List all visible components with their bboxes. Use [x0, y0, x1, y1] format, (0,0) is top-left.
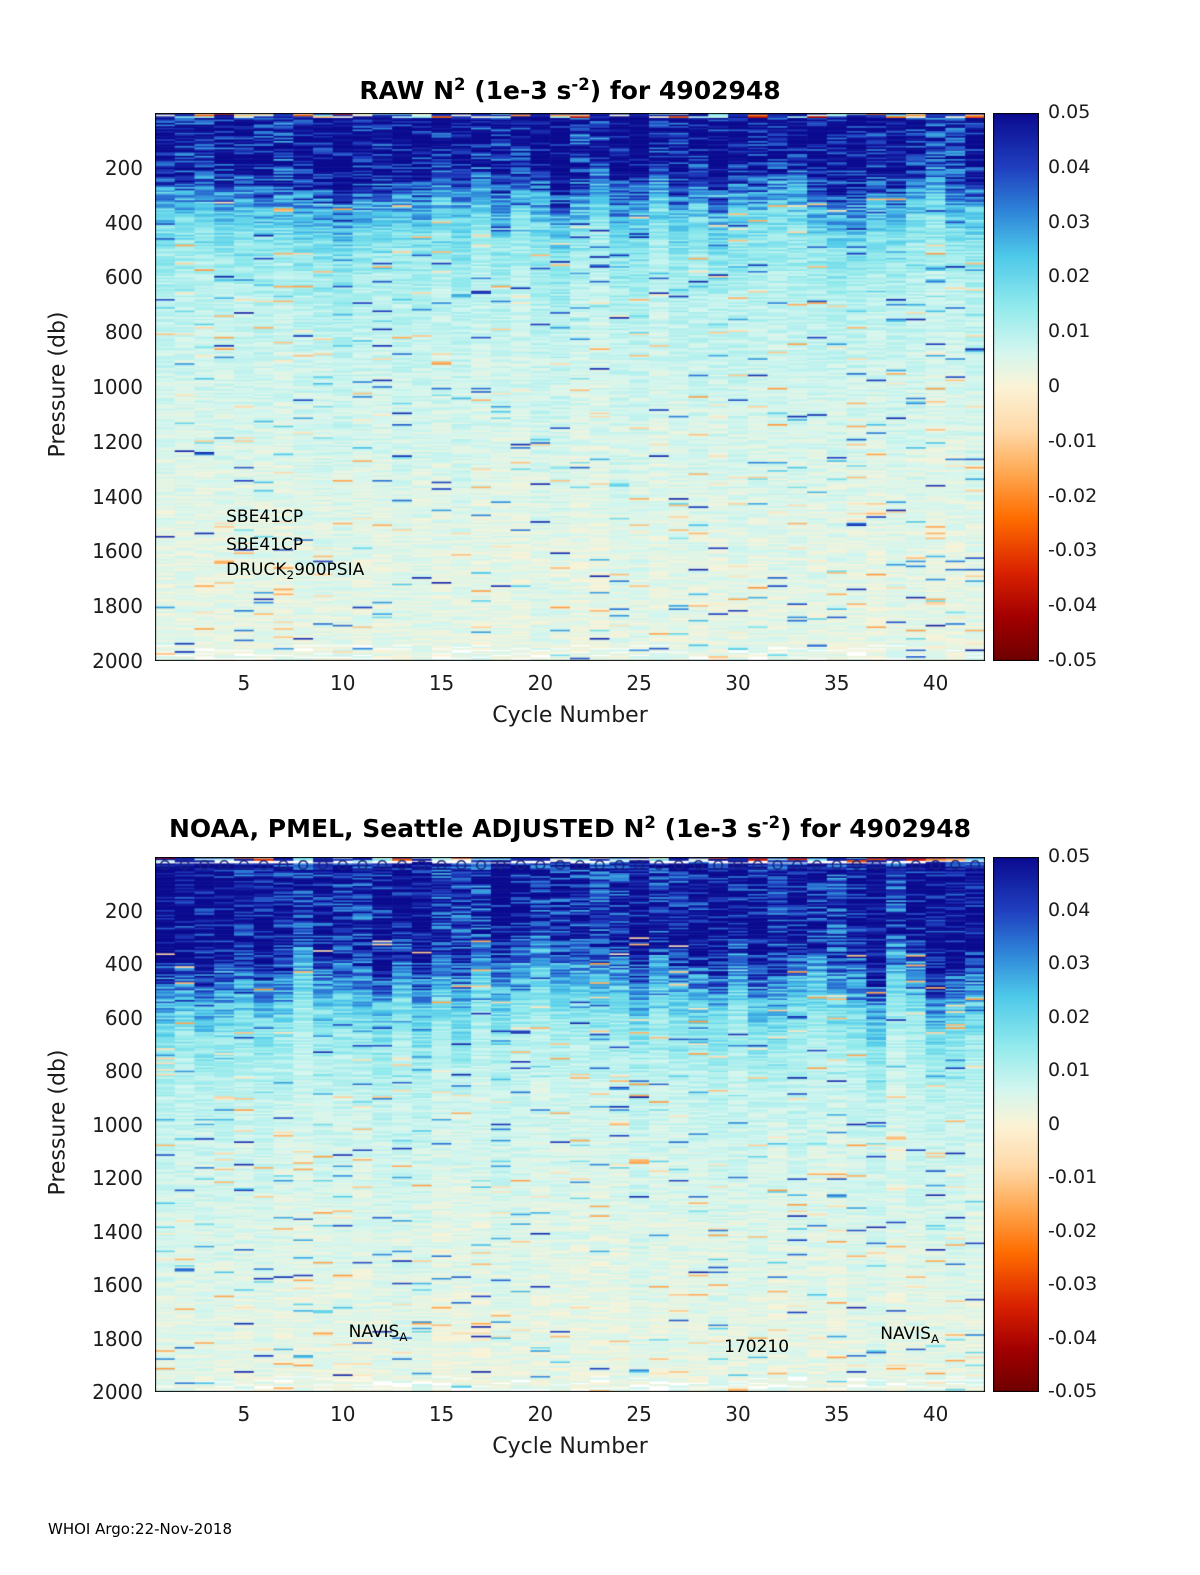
colorbar-tick-label: -0.04	[1048, 594, 1098, 617]
subscript-segment: A	[930, 1331, 940, 1346]
colorbar-canvas	[993, 857, 1039, 1392]
y-tick-label: 1400	[92, 484, 143, 509]
text-segment: SBE41CP	[226, 506, 304, 527]
y-tick-label: 1600	[92, 1273, 143, 1297]
colorbar-canvas	[993, 113, 1039, 661]
colorbar-tick-label: 0.02	[1048, 265, 1091, 288]
y-tick-label: 1600	[92, 539, 143, 564]
x-tick-label: 40	[922, 671, 949, 695]
colorbar-tick-label: 0.04	[1048, 898, 1091, 921]
y-tick-label: 2000	[92, 1380, 143, 1404]
text-segment: (1e-3 s	[655, 814, 762, 843]
x-tick-label: 15	[428, 1402, 455, 1426]
colorbar-tick-label: -0.04	[1048, 1326, 1098, 1349]
heatmap-canvas	[155, 113, 985, 661]
y-tick-label: 400	[104, 210, 143, 235]
superscript-segment: 2	[644, 812, 656, 832]
superscript-segment: -2	[571, 74, 590, 94]
y-tick-label: 600	[104, 265, 143, 290]
chart-annotation: SBE41CP	[226, 535, 303, 555]
y-axis-label: Pressure (db)	[45, 1048, 71, 1196]
y-tick-label: 1000	[92, 375, 143, 399]
y-tick-label: 800	[104, 1059, 143, 1083]
x-axis-label: Cycle Number	[492, 703, 648, 728]
y-tick-label: 1200	[92, 429, 143, 454]
text-segment: NOAA, PMEL, Seattle ADJUSTED N	[168, 814, 645, 843]
y-tick-label: 1800	[92, 1326, 143, 1351]
y-tick-label: 1800	[92, 594, 143, 619]
chart-annotation: NAVISA	[348, 1321, 408, 1344]
colorbar-tick-label: -0.03	[1048, 1273, 1098, 1295]
chart-annotation: NAVISA	[880, 1323, 940, 1346]
text-segment: DRUCK	[226, 560, 287, 581]
colorbar-tick-label: -0.01	[1048, 1166, 1098, 1188]
colorbar-tick-label: -0.02	[1048, 1219, 1098, 1242]
x-tick-label: 10	[330, 671, 356, 695]
y-tick-label: 200	[104, 155, 143, 180]
x-tick-label: 5	[237, 671, 251, 695]
text-segment: 170210	[724, 1337, 790, 1358]
text-segment: NAVIS	[880, 1323, 931, 1344]
x-axis-label: Cycle Number	[492, 1434, 648, 1459]
superscript-segment: -2	[761, 812, 781, 832]
text-segment: SBE41CP	[226, 535, 304, 556]
colorbar-tick-label: 0.02	[1048, 1005, 1091, 1028]
text-segment: 900PSIA	[294, 560, 365, 581]
colorbar-tick-label: 0	[1048, 1112, 1061, 1135]
heatmap-canvas	[155, 857, 985, 1392]
x-tick-label: 25	[626, 671, 652, 695]
colorbar-tick-label: -0.03	[1048, 539, 1098, 562]
subscript-segment: A	[399, 1329, 408, 1344]
text-segment: (1e-3 s	[465, 76, 572, 105]
text-segment: NAVIS	[348, 1321, 400, 1342]
colorbar-tick-label: -0.05	[1048, 1380, 1098, 1402]
x-tick-label: 20	[527, 1402, 554, 1426]
chart-annotation: 170210	[724, 1337, 789, 1357]
x-tick-label: 20	[527, 671, 554, 695]
y-tick-label: 2000	[92, 649, 143, 673]
y-tick-label: 800	[104, 320, 143, 345]
x-tick-label: 30	[725, 671, 751, 695]
text-segment: RAW N	[359, 76, 455, 105]
colorbar-tick-label: 0	[1048, 375, 1061, 397]
colorbar-tick-label: 0.01	[1048, 1059, 1091, 1081]
y-tick-label: 1000	[92, 1112, 143, 1137]
chart-annotation: DRUCK2900PSIA	[226, 560, 365, 583]
x-tick-label: 35	[824, 671, 850, 695]
x-tick-label: 35	[824, 1402, 850, 1426]
chart-title: NOAA, PMEL, Seattle ADJUSTED N2 (1e-3 s-…	[45, 812, 1095, 843]
x-tick-label: 15	[428, 671, 455, 695]
footer-credit: WHOI Argo:22-Nov-2018	[48, 1520, 232, 1538]
y-tick-label: 400	[104, 952, 143, 976]
colorbar-tick-label: -0.05	[1048, 649, 1098, 671]
x-tick-label: 5	[237, 1402, 251, 1426]
y-tick-label: 1400	[92, 1219, 143, 1244]
colorbar-tick-label: -0.01	[1048, 429, 1098, 452]
colorbar-tick-label: 0.04	[1048, 155, 1091, 178]
y-tick-label: 600	[104, 1005, 143, 1030]
x-tick-label: 10	[330, 1402, 356, 1426]
colorbar-tick-label: -0.02	[1048, 484, 1098, 507]
colorbar-tick-label: 0.03	[1048, 210, 1091, 233]
colorbar-tick-label: 0.05	[1048, 845, 1091, 867]
superscript-segment: 2	[454, 74, 466, 94]
colorbar-tick-label: 0.05	[1048, 101, 1091, 123]
text-segment: ) for 4902948	[589, 76, 781, 105]
text-segment: ) for 4902948	[780, 814, 972, 843]
chart-annotation: SBE41CP	[226, 507, 303, 527]
colorbar-tick-label: 0.03	[1048, 952, 1091, 974]
chart-title: RAW N2 (1e-3 s-2) for 4902948	[45, 74, 1095, 105]
x-tick-label: 30	[725, 1402, 751, 1426]
subscript-segment: 2	[286, 568, 295, 583]
y-tick-label: 1200	[92, 1166, 143, 1190]
colorbar-tick-label: 0.01	[1048, 320, 1091, 343]
y-tick-label: 200	[104, 898, 143, 923]
x-tick-label: 25	[626, 1402, 652, 1426]
x-tick-label: 40	[922, 1402, 949, 1426]
